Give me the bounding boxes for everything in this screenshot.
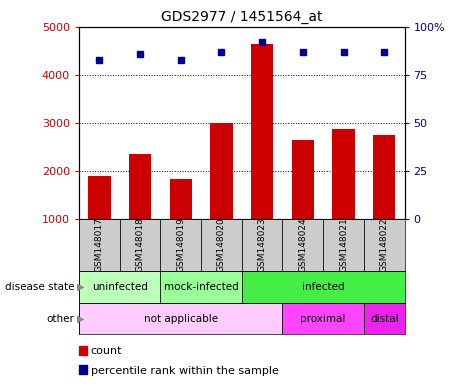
Text: other: other (46, 314, 74, 324)
Text: GSM148021: GSM148021 (339, 217, 348, 272)
Text: ▶: ▶ (77, 282, 84, 292)
Bar (242, 271, 405, 303)
Text: proximal: proximal (300, 314, 346, 324)
Bar (251, 44, 273, 267)
Bar (323, 219, 364, 271)
Text: GSM148020: GSM148020 (217, 217, 226, 272)
Text: percentile rank within the sample: percentile rank within the sample (91, 366, 279, 376)
Bar (120, 219, 160, 271)
Text: GSM148022: GSM148022 (380, 217, 389, 272)
Bar (283, 219, 323, 271)
Bar (88, 176, 111, 267)
Bar (170, 179, 192, 267)
Bar (79, 271, 160, 303)
Bar (160, 271, 242, 303)
Text: GSM148024: GSM148024 (299, 217, 307, 272)
Bar (79, 219, 120, 271)
Text: infected: infected (302, 282, 345, 292)
Bar (79, 303, 283, 334)
Bar (332, 129, 355, 267)
Text: distal: distal (370, 314, 399, 324)
Text: mock-infected: mock-infected (164, 282, 239, 292)
Bar (129, 154, 151, 267)
Text: GSM148023: GSM148023 (258, 217, 266, 272)
Bar (364, 303, 405, 334)
Text: count: count (91, 346, 122, 356)
Bar (364, 219, 405, 271)
Text: uninfected: uninfected (92, 282, 148, 292)
Bar (210, 123, 232, 267)
Bar (283, 303, 364, 334)
Bar (292, 140, 314, 267)
Text: not applicable: not applicable (144, 314, 218, 324)
Text: disease state: disease state (5, 282, 74, 292)
Bar (201, 219, 242, 271)
Bar (242, 219, 283, 271)
Bar (160, 219, 201, 271)
Bar (373, 135, 395, 267)
Text: ▶: ▶ (77, 314, 84, 324)
Text: GSM148018: GSM148018 (136, 217, 145, 272)
Text: GSM148019: GSM148019 (176, 217, 185, 272)
Text: GSM148017: GSM148017 (95, 217, 104, 272)
Title: GDS2977 / 1451564_at: GDS2977 / 1451564_at (161, 10, 323, 25)
